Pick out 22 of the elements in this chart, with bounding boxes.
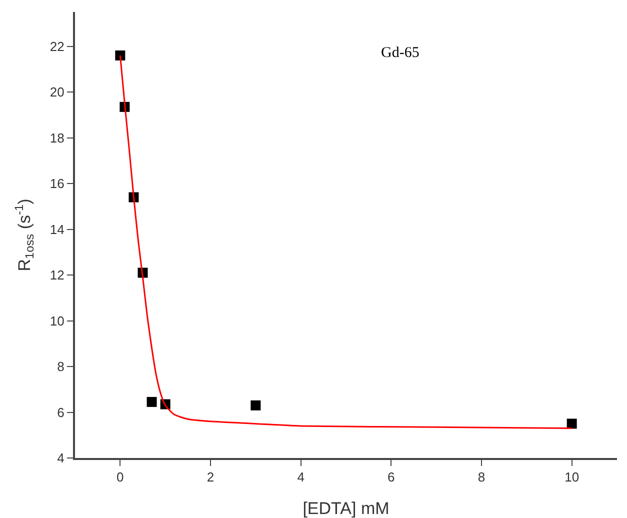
y-tick-label: 12 <box>50 268 64 283</box>
y-tick-label: 20 <box>50 84 64 100</box>
x-tick-label: 0 <box>116 470 124 485</box>
y-tick-label: 22 <box>50 38 64 54</box>
annotation: Gd-65 <box>381 45 420 61</box>
point <box>250 400 261 410</box>
y-tick-label: 6 <box>57 404 64 420</box>
x-tick-label: 2 <box>206 470 214 485</box>
point <box>566 418 577 429</box>
y-tick-label: 18 <box>50 130 64 146</box>
x-tick-label: 10 <box>564 470 580 485</box>
x-tick-label: 8 <box>478 470 486 485</box>
y-tick-label: 14 <box>50 222 64 237</box>
x-tick-label: 4 <box>297 470 304 485</box>
y-tick-label: 10 <box>50 313 64 328</box>
y-tick-label: 4 <box>57 450 64 466</box>
x-tick-label: 6 <box>388 470 395 485</box>
y-tick-label: 16 <box>50 176 64 192</box>
point <box>146 396 157 407</box>
point <box>115 50 126 60</box>
x-axis-title: [EDTA] mM <box>302 499 390 518</box>
y-tick-label: 8 <box>57 359 64 374</box>
